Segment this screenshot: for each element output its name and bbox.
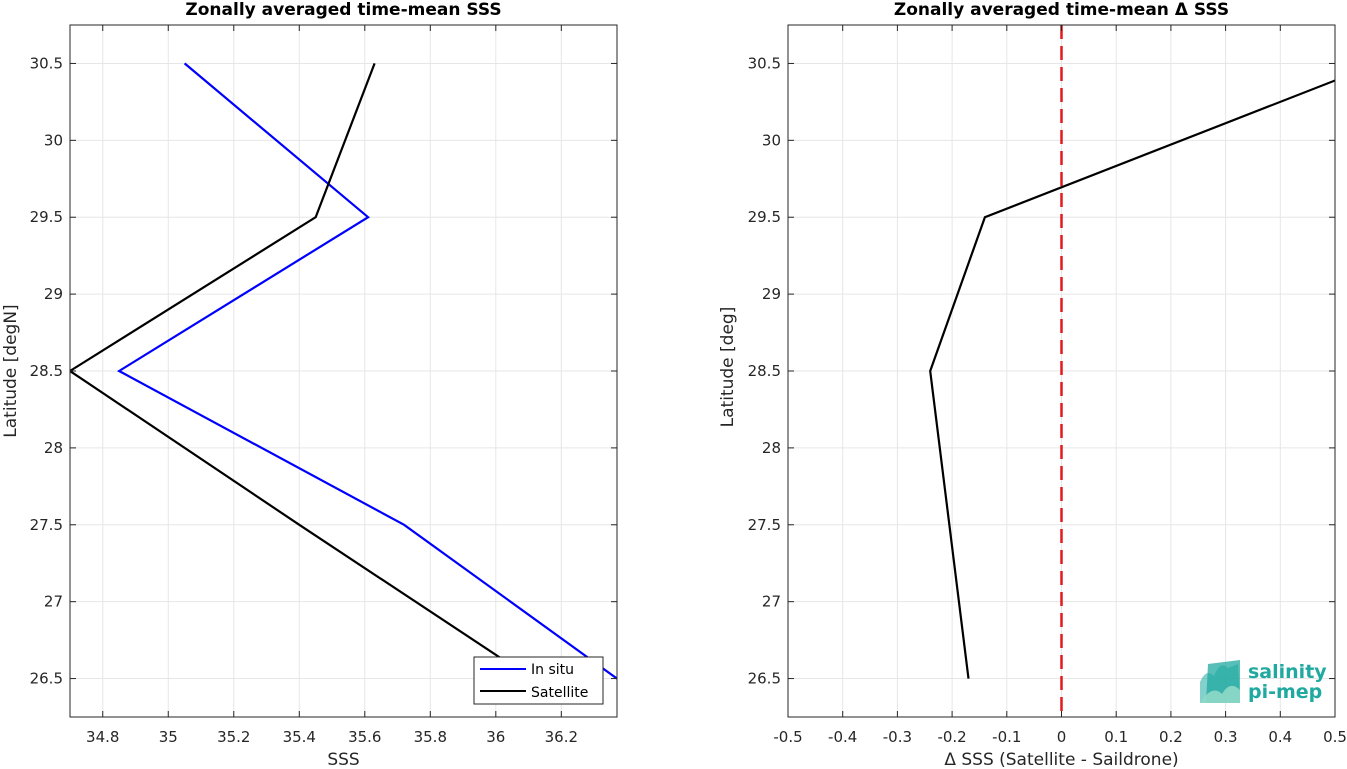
y-tick-label: 30.5 bbox=[30, 54, 63, 72]
x-tick-label: -0.5 bbox=[773, 728, 802, 746]
y-tick-label: 30 bbox=[762, 131, 781, 149]
series-group bbox=[70, 62, 617, 680]
y-tick-label: 26.5 bbox=[748, 670, 781, 688]
y-tick-label: 26.5 bbox=[30, 670, 63, 688]
x-tick-label: 34.8 bbox=[86, 728, 119, 746]
logo-text-pi-mep: pi-mep bbox=[1248, 681, 1322, 703]
x-tick-label: -0.1 bbox=[992, 728, 1021, 746]
series-group bbox=[929, 25, 1335, 717]
logo-wave-icon bbox=[1200, 685, 1240, 703]
y-tick-label: 27.5 bbox=[30, 516, 63, 534]
legend-box bbox=[473, 656, 604, 705]
x-tick-label: 0.2 bbox=[1159, 728, 1183, 746]
x-tick-label: 36 bbox=[486, 728, 505, 746]
chart-title: Zonally averaged time-mean Δ SSS bbox=[894, 0, 1229, 20]
y-tick-label: 27.5 bbox=[748, 516, 781, 534]
y-tick-label: 29 bbox=[762, 285, 781, 303]
x-axis-label: SSS bbox=[327, 750, 359, 769]
series-line-delta-sss bbox=[929, 79, 1335, 679]
delta-sss-panel: -0.5 -0.4 -0.3 -0.2 -0.1 0 0.1 0.2 0.3 0.4 0.5 26.5… bbox=[718, 0, 1347, 769]
x-tick-label: -0.3 bbox=[883, 728, 912, 746]
x-tick-label: -0.4 bbox=[828, 728, 857, 746]
x-tick-label: 0.3 bbox=[1214, 728, 1238, 746]
x-tick-label: 35 bbox=[159, 728, 178, 746]
legend-label-satellite: Satellite bbox=[531, 685, 588, 701]
y-tick-label: 28 bbox=[44, 439, 63, 457]
legend: In situ Satellite bbox=[473, 656, 604, 705]
y-tick-label: 27 bbox=[44, 593, 63, 611]
series-line-in-situ bbox=[116, 62, 617, 680]
y-tick-label: 28.5 bbox=[748, 362, 781, 380]
y-tick-label: 28.5 bbox=[30, 362, 63, 380]
y-tick-label: 29.5 bbox=[30, 208, 63, 226]
x-tick-label: 35.6 bbox=[348, 728, 381, 746]
y-axis-label: Latitude [degN] bbox=[1, 304, 21, 437]
chart-title: Zonally averaged time-mean SSS bbox=[185, 0, 501, 20]
x-tick-label: 35.2 bbox=[217, 728, 250, 746]
y-axis-label: Latitude [deg] bbox=[718, 307, 738, 428]
x-tick-label: 0 bbox=[1057, 728, 1067, 746]
x-tick-label: 35.4 bbox=[283, 728, 316, 746]
grid bbox=[70, 25, 617, 717]
series-line-satellite bbox=[70, 63, 533, 680]
x-tick-label: 36.2 bbox=[545, 728, 578, 746]
salinity-pi-mep-logo: salinity pi-mep bbox=[1200, 660, 1327, 703]
x-tick-label: -0.2 bbox=[937, 728, 966, 746]
sss-panel: 34.8 35 35.2 35.4 35.6 35.8 36 36.2 26.5 27 27.5 28… bbox=[1, 0, 618, 769]
y-tick-label: 29 bbox=[44, 285, 63, 303]
ticks: -0.5 -0.4 -0.3 -0.2 -0.1 0 0.1 0.2 0.3 0.4 0.5 26.5… bbox=[748, 25, 1347, 746]
x-axis-label: Δ SSS (Satellite - Saildrone) bbox=[944, 750, 1178, 769]
logo-text-salinity: salinity bbox=[1248, 661, 1327, 683]
x-tick-label: 35.8 bbox=[414, 728, 447, 746]
ticks: 34.8 35 35.2 35.4 35.6 35.8 36 36.2 26.5 27 27.5 28… bbox=[30, 25, 617, 746]
x-tick-label: 0.5 bbox=[1323, 728, 1347, 746]
y-tick-label: 27 bbox=[762, 593, 781, 611]
x-tick-label: 0.1 bbox=[1104, 728, 1128, 746]
y-tick-label: 28 bbox=[762, 439, 781, 457]
x-tick-label: 0.4 bbox=[1268, 728, 1292, 746]
y-tick-label: 30 bbox=[44, 131, 63, 149]
y-tick-label: 30.5 bbox=[748, 54, 781, 72]
y-tick-label: 29.5 bbox=[748, 208, 781, 226]
legend-label-in-situ: In situ bbox=[531, 662, 574, 678]
